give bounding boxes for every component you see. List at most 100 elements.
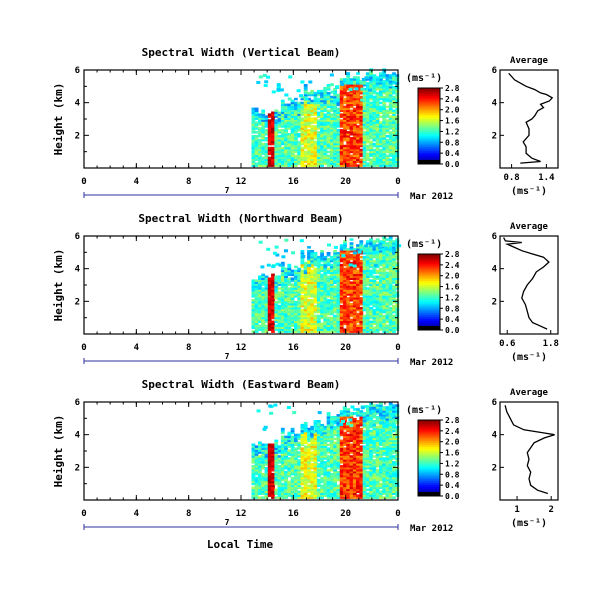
heatmap-cell [326, 416, 331, 419]
heatmap-cell [346, 488, 351, 492]
heatmap-cell [375, 144, 380, 148]
heatmap-cell [343, 162, 347, 165]
heatmap-cell [251, 293, 256, 296]
heatmap-cell [277, 146, 282, 150]
heatmap-cell [280, 322, 285, 326]
heatmap-cell [343, 91, 347, 95]
heatmap-cell [297, 121, 302, 124]
heatmap-cell [310, 330, 315, 333]
heatmap-cell [316, 138, 321, 142]
heatmap-cell [343, 111, 347, 114]
heatmap-cell [362, 164, 367, 167]
heatmap-cell [290, 299, 295, 302]
colorbar-segment [418, 290, 440, 293]
heatmap-cell [290, 99, 295, 103]
heatmap-cell [300, 121, 305, 124]
heatmap-cell [343, 410, 347, 413]
heatmap-cell [326, 117, 331, 120]
heatmap-cell [346, 439, 351, 443]
heatmap-cell [362, 308, 367, 312]
heatmap-cell [343, 86, 347, 89]
heatmap-cell [356, 443, 360, 446]
heatmap-cell [372, 109, 377, 112]
heatmap-cell [300, 441, 305, 444]
heatmap-cell [349, 465, 354, 468]
heatmap-cell [287, 107, 292, 111]
heatmap-cell [323, 443, 328, 446]
heatmap-cell [349, 115, 354, 118]
heatmap-cell [294, 150, 298, 154]
heatmap-cell [346, 435, 351, 439]
heatmap-cell [290, 306, 295, 310]
heatmap-cell [365, 242, 370, 245]
heatmap-cell [297, 269, 302, 273]
heatmap-cell [277, 467, 282, 470]
heatmap-cell [316, 299, 321, 302]
heatmap-cell [372, 314, 377, 318]
heatmap-cell [320, 259, 324, 263]
heatmap-cell [349, 82, 354, 85]
heatmap-cell [365, 330, 370, 333]
heatmap-cell [313, 150, 318, 154]
heatmap-cell [290, 164, 295, 167]
heatmap-cell [369, 287, 373, 290]
heatmap-cell [343, 482, 347, 486]
heatmap-cell [287, 467, 292, 470]
heatmap-cell [379, 93, 383, 97]
heatmap-cell [365, 240, 370, 243]
heatmap-cell [290, 484, 295, 488]
heatmap-cell [326, 261, 331, 265]
heatmap-cell [352, 129, 357, 132]
heatmap-cell [294, 461, 298, 464]
heatmap-cell [336, 496, 341, 499]
heatmap-cell [267, 152, 272, 156]
heatmap-cell [339, 279, 344, 282]
heatmap-cell [280, 283, 285, 286]
heatmap-cell [333, 265, 337, 269]
heatmap-cell [307, 257, 311, 261]
heatmap-cell [300, 427, 305, 431]
heatmap-cell [261, 312, 266, 316]
heatmap-cell [382, 318, 387, 322]
heatmap-cell [290, 461, 295, 464]
heatmap-cell [313, 273, 318, 277]
heatmap-cell [290, 121, 295, 124]
heatmap-cell [254, 316, 259, 320]
heatmap-cell [307, 451, 311, 454]
heatmap-cell [297, 293, 302, 296]
heatmap-cell [310, 101, 315, 105]
heatmap-cell [310, 275, 315, 278]
heatmap-cell [280, 299, 285, 302]
heatmap-cell [284, 476, 288, 480]
heatmap-cell [300, 117, 305, 120]
heatmap-cell [343, 418, 347, 421]
heatmap-cell [343, 435, 347, 439]
heatmap-cell [356, 279, 360, 282]
heatmap-cell [349, 119, 354, 122]
heatmap-cell [287, 152, 292, 156]
heatmap-cell [333, 289, 337, 292]
heatmap-cell [395, 158, 400, 161]
heatmap-cell [339, 431, 344, 435]
heatmap-cell [359, 421, 364, 425]
heatmap-cell [287, 160, 292, 163]
heatmap-cell [303, 275, 308, 278]
heatmap-cell [333, 303, 337, 306]
heatmap-cell [382, 320, 387, 324]
heatmap-blob [288, 75, 293, 79]
heatmap-cell [287, 470, 292, 474]
heatmap-cell [333, 137, 337, 140]
heatmap-cell [365, 310, 370, 314]
heatmap-cell [320, 121, 324, 124]
heatmap-cell [372, 246, 377, 249]
heatmap-cell [290, 287, 295, 290]
heatmap-cell [287, 263, 292, 267]
heatmap-cell [307, 99, 311, 103]
heatmap-cell [303, 306, 308, 310]
heatmap-cell [336, 423, 341, 427]
heatmap-cell [392, 133, 396, 136]
heatmap-cell [330, 482, 334, 486]
heatmap-cell [339, 101, 344, 105]
heatmap-cell [330, 285, 334, 288]
heatmap-cell [310, 154, 315, 158]
